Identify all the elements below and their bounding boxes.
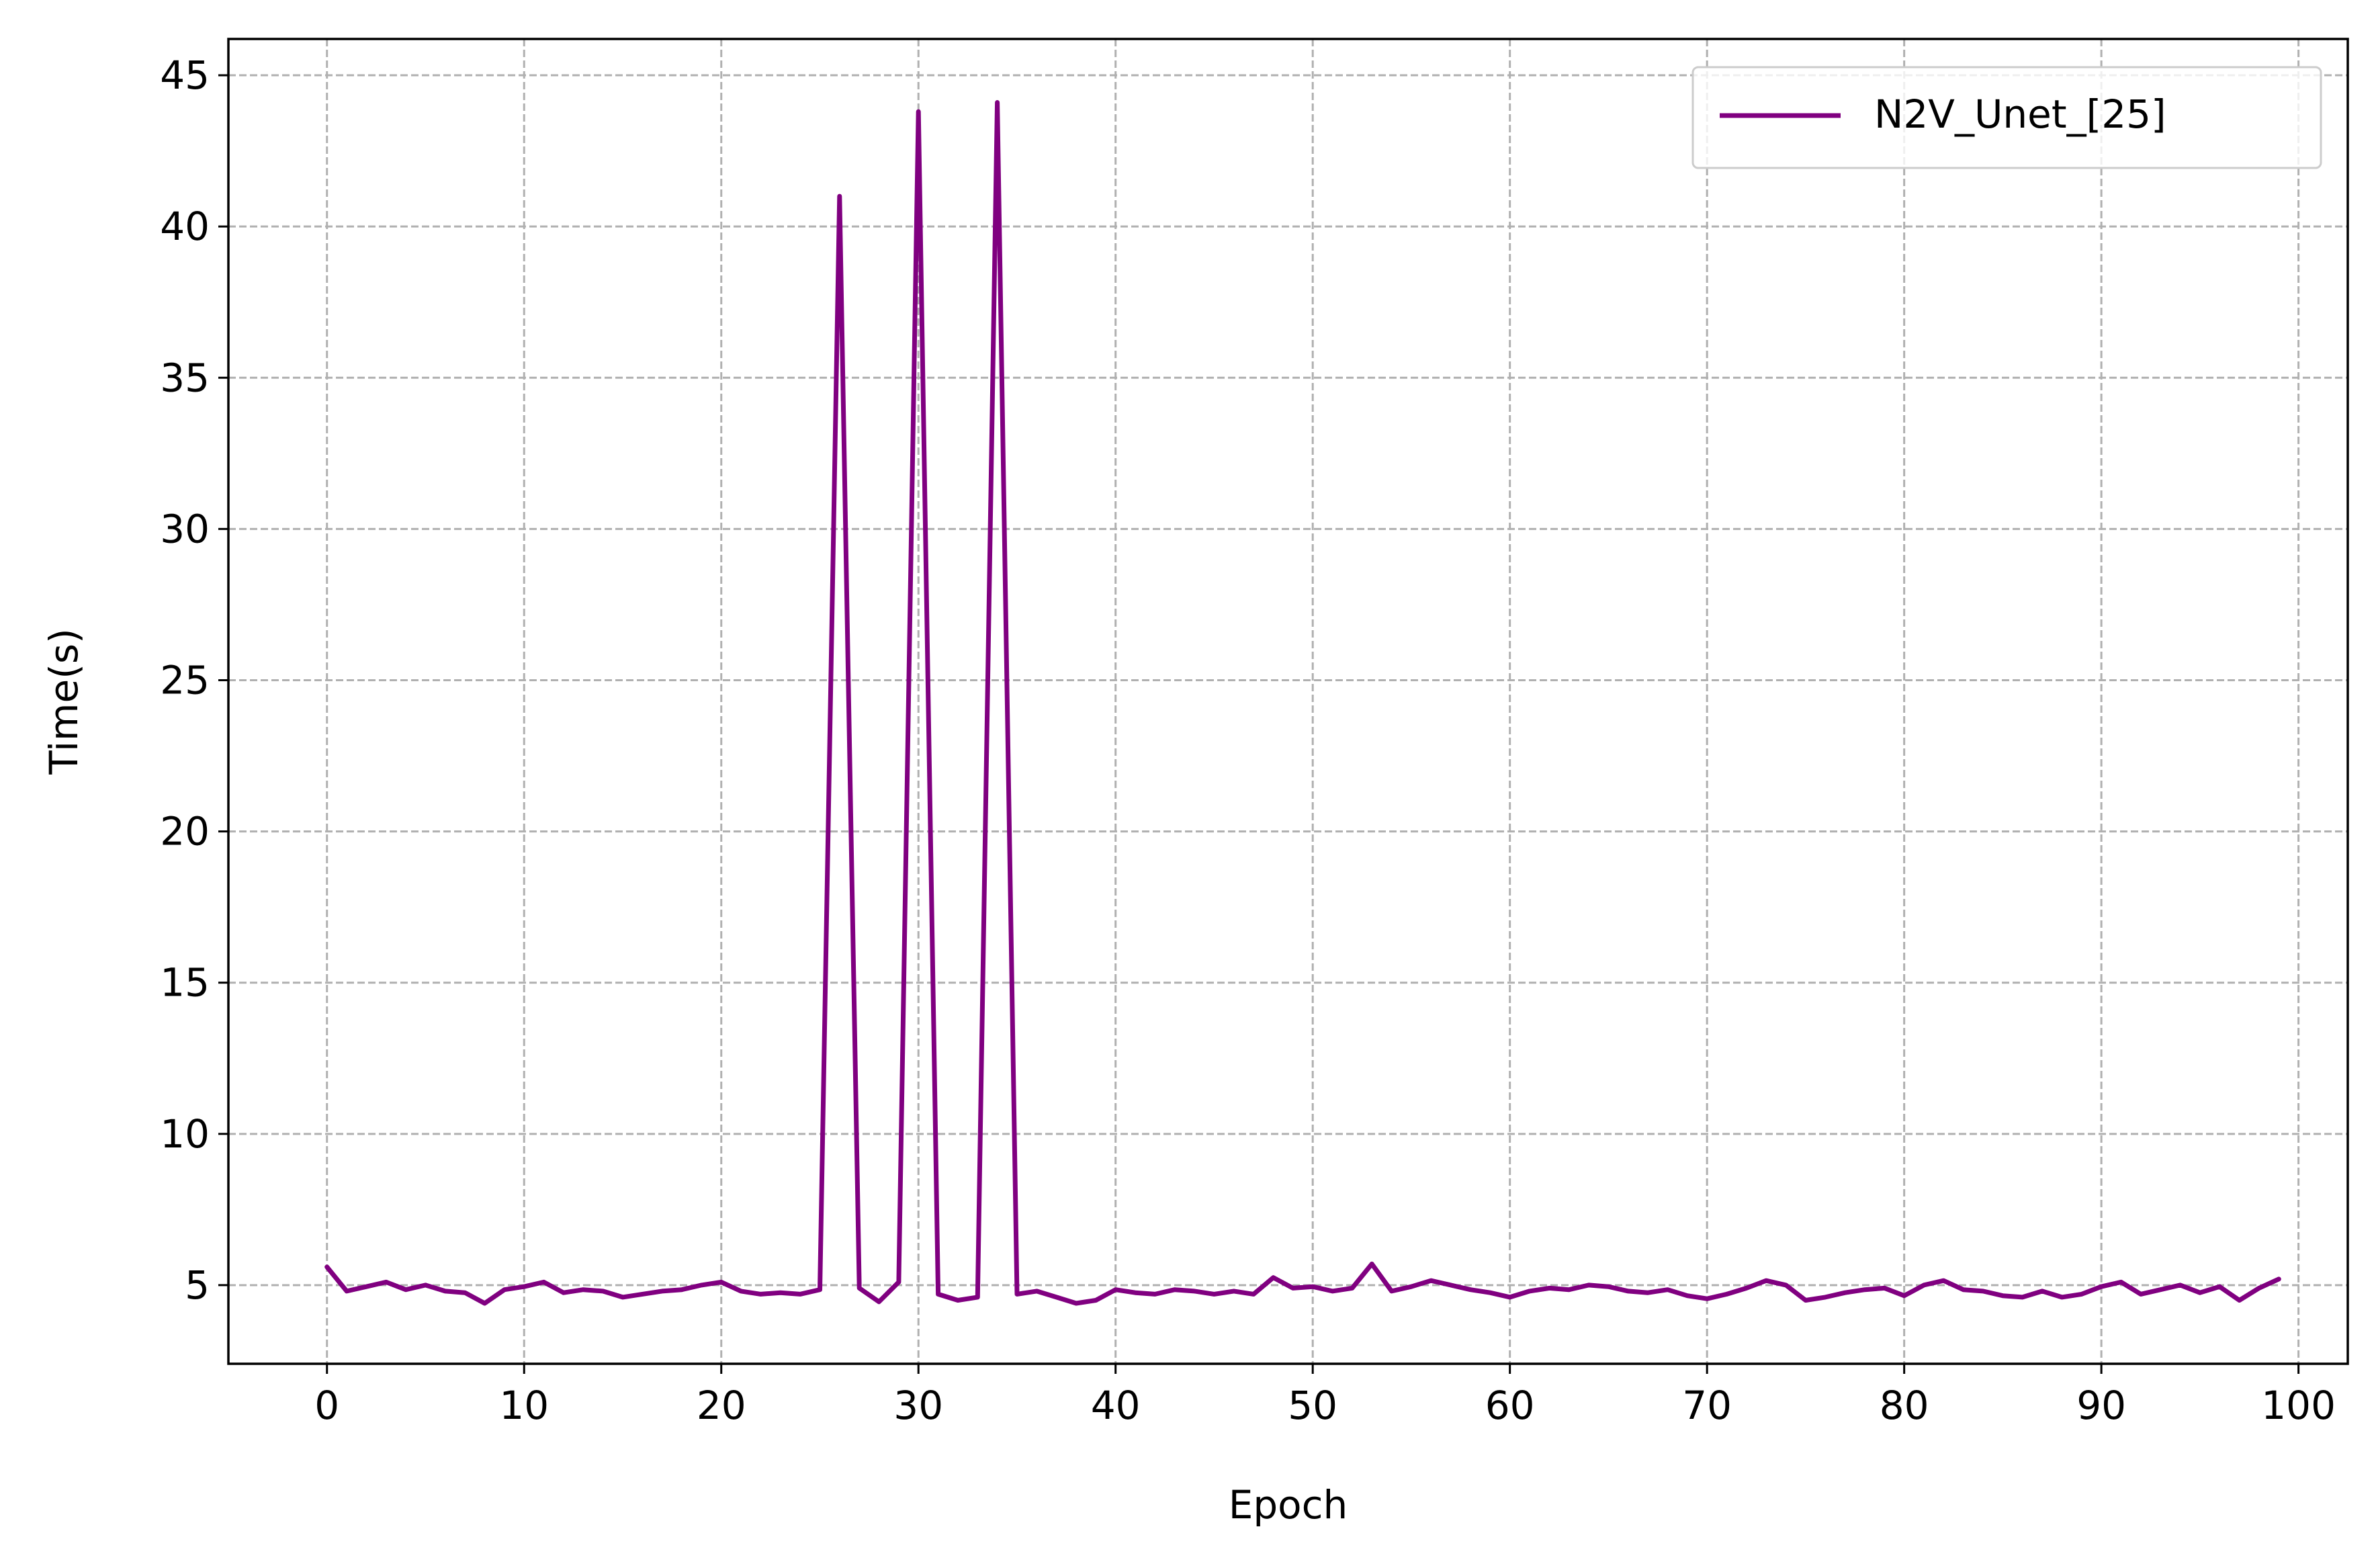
legend-box bbox=[1691, 66, 2322, 169]
y-tick-label: 20 bbox=[160, 809, 210, 855]
x-tick-label: 50 bbox=[1288, 1383, 1337, 1428]
x-tick-label: 80 bbox=[1880, 1383, 1929, 1428]
y-axis-ticks: 5 10 15 20 25 30 35 40 45 bbox=[160, 52, 228, 1308]
legend-label: N2V_Unet_[25] bbox=[1874, 91, 2166, 137]
y-tick-label: 45 bbox=[160, 52, 210, 98]
y-tick-label: 10 bbox=[160, 1111, 210, 1157]
x-tick-label: 70 bbox=[1682, 1383, 1732, 1428]
y-tick-label: 40 bbox=[160, 204, 210, 249]
legend: N2V_Unet_[25] bbox=[1691, 66, 2322, 169]
series-layer bbox=[324, 100, 2281, 1306]
y-axis-label: Time(s) bbox=[41, 628, 87, 775]
y-tick-label: 25 bbox=[160, 657, 210, 703]
x-tick-label: 60 bbox=[1485, 1383, 1535, 1428]
x-tick-label: 10 bbox=[499, 1383, 549, 1428]
series-line bbox=[324, 100, 2281, 1306]
x-axis-ticks: 0 10 20 30 40 50 60 70 80 90 100 bbox=[314, 1364, 2336, 1428]
x-tick-label: 90 bbox=[2076, 1383, 2126, 1428]
x-axis-label: Epoch bbox=[1229, 1482, 1348, 1528]
x-tick-label: 40 bbox=[1091, 1383, 1141, 1428]
x-tick-label: 100 bbox=[2261, 1383, 2336, 1428]
x-tick-label: 20 bbox=[697, 1383, 746, 1428]
y-tick-label: 5 bbox=[185, 1262, 210, 1308]
y-tick-label: 35 bbox=[160, 355, 210, 400]
y-tick-label: 15 bbox=[160, 960, 210, 1006]
plot-area-frame bbox=[227, 38, 2349, 1365]
x-gridlines bbox=[326, 39, 2300, 1364]
x-tick-label: 30 bbox=[893, 1383, 943, 1428]
x-tick-label: 0 bbox=[314, 1383, 339, 1428]
y-tick-label: 30 bbox=[160, 506, 210, 552]
